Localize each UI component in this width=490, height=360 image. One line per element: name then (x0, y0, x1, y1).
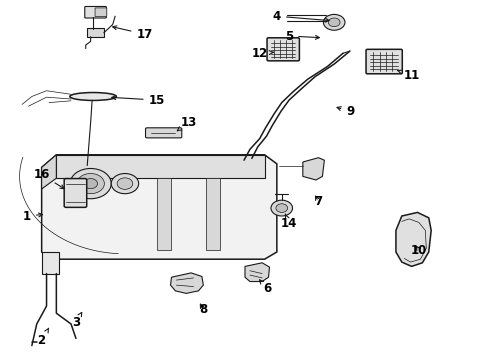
Text: 4: 4 (273, 10, 329, 23)
Polygon shape (245, 263, 270, 282)
Circle shape (271, 200, 293, 216)
Polygon shape (42, 155, 56, 189)
Text: 12: 12 (251, 47, 273, 60)
Bar (157, 178, 171, 250)
FancyBboxPatch shape (85, 6, 106, 18)
Polygon shape (396, 212, 431, 266)
Circle shape (328, 18, 340, 27)
Text: 2: 2 (38, 328, 49, 347)
Circle shape (117, 178, 133, 189)
Text: 9: 9 (337, 105, 354, 118)
Circle shape (84, 179, 98, 189)
FancyBboxPatch shape (366, 49, 402, 74)
Circle shape (276, 204, 288, 212)
Polygon shape (56, 155, 265, 178)
Text: 5: 5 (285, 30, 319, 42)
Circle shape (70, 168, 111, 199)
Text: 15: 15 (112, 94, 165, 107)
Text: 17: 17 (113, 26, 153, 41)
FancyBboxPatch shape (87, 28, 104, 37)
Polygon shape (42, 155, 277, 259)
Text: 3: 3 (72, 312, 82, 329)
FancyBboxPatch shape (267, 38, 299, 61)
Text: 8: 8 (199, 303, 207, 316)
Text: 16: 16 (33, 168, 64, 189)
Text: 11: 11 (398, 69, 420, 82)
Polygon shape (42, 252, 59, 274)
Text: 10: 10 (411, 244, 427, 257)
Circle shape (111, 174, 139, 194)
Text: 7: 7 (315, 195, 322, 208)
FancyBboxPatch shape (64, 179, 87, 207)
Circle shape (77, 174, 104, 194)
Circle shape (323, 14, 345, 30)
Polygon shape (171, 273, 203, 293)
Text: 1: 1 (23, 210, 43, 222)
FancyBboxPatch shape (95, 8, 107, 17)
Bar (206, 178, 220, 250)
Text: 6: 6 (260, 280, 271, 294)
Ellipse shape (70, 93, 117, 100)
FancyBboxPatch shape (146, 128, 182, 138)
Text: 13: 13 (177, 116, 197, 131)
Polygon shape (303, 158, 324, 180)
Text: 14: 14 (281, 214, 297, 230)
